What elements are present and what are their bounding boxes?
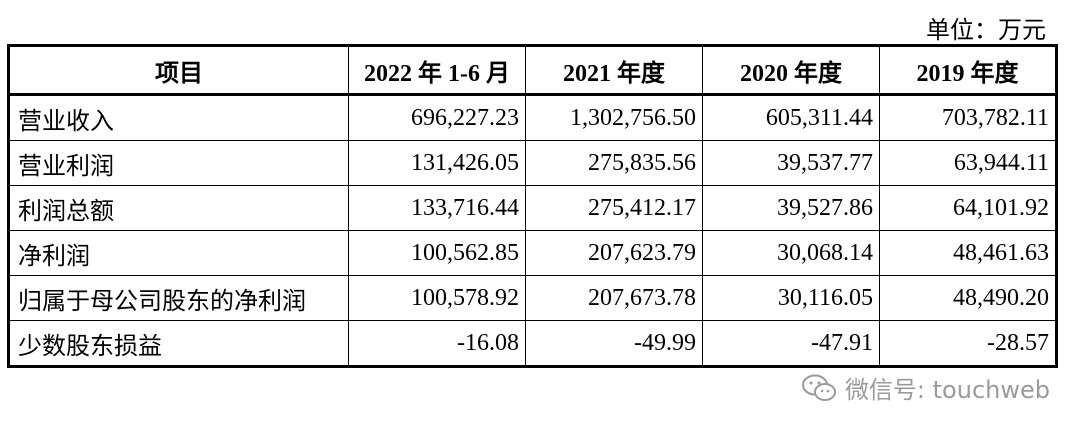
cell-value: 1,302,756.50 [525, 94, 703, 141]
cell-value: 605,311.44 [702, 94, 880, 141]
table-row: 净利润 100,562.85 207,623.79 30,068.14 48,4… [8, 230, 1057, 276]
header-2020: 2020 年度 [702, 45, 880, 96]
cell-value: -49.99 [525, 320, 703, 367]
header-2022h1: 2022 年 1-6 月 [348, 45, 526, 96]
row-label: 归属于母公司股东的净利润 [8, 275, 349, 321]
cell-value: 207,673.78 [525, 275, 703, 321]
financial-table: 项目 2022 年 1-6 月 2021 年度 2020 年度 2019 年度 … [7, 44, 1058, 368]
row-label: 营业利润 [8, 140, 349, 186]
cell-value: 133,716.44 [348, 185, 526, 231]
wechat-icon [801, 374, 836, 401]
cell-value: -16.08 [348, 320, 526, 367]
cell-value: 64,101.92 [879, 185, 1057, 231]
header-2021: 2021 年度 [525, 45, 703, 96]
watermark-text: 微信号: touchweb [844, 376, 1050, 404]
cell-value: 100,578.92 [348, 275, 526, 321]
row-label: 少数股东损益 [8, 320, 349, 367]
row-label: 营业收入 [8, 94, 349, 141]
watermark: 微信号: touchweb [801, 370, 1050, 405]
cell-value: 48,461.63 [879, 230, 1057, 276]
cell-value: 63,944.11 [879, 140, 1057, 186]
cell-value: 131,426.05 [348, 140, 526, 186]
cell-value: -47.91 [702, 320, 880, 367]
unit-label: 单位：万元 [926, 18, 1046, 44]
header-item: 项目 [8, 45, 349, 96]
cell-value: 275,412.17 [525, 185, 703, 231]
row-label: 利润总额 [8, 185, 349, 231]
cell-value: 39,527.86 [702, 185, 880, 231]
cell-value: 48,490.20 [879, 275, 1057, 321]
table-header-row: 项目 2022 年 1-6 月 2021 年度 2020 年度 2019 年度 [8, 45, 1057, 96]
cell-value: 30,068.14 [702, 230, 880, 276]
cell-value: 100,562.85 [348, 230, 526, 276]
table-row: 归属于母公司股东的净利润 100,578.92 207,673.78 30,11… [8, 275, 1057, 321]
header-2019: 2019 年度 [879, 45, 1057, 96]
table-row: 营业利润 131,426.05 275,835.56 39,537.77 63,… [8, 140, 1057, 186]
cell-value: 696,227.23 [348, 94, 526, 141]
cell-value: 703,782.11 [879, 94, 1057, 141]
cell-value: 30,116.05 [702, 275, 880, 321]
table-row: 营业收入 696,227.23 1,302,756.50 605,311.44 … [8, 94, 1057, 141]
cell-value: -28.57 [879, 320, 1057, 367]
table-row: 少数股东损益 -16.08 -49.99 -47.91 -28.57 [8, 320, 1057, 367]
row-label: 净利润 [8, 230, 349, 276]
cell-value: 39,537.77 [702, 140, 880, 186]
cell-value: 207,623.79 [525, 230, 703, 276]
table-row: 利润总额 133,716.44 275,412.17 39,527.86 64,… [8, 185, 1057, 231]
cell-value: 275,835.56 [525, 140, 703, 186]
